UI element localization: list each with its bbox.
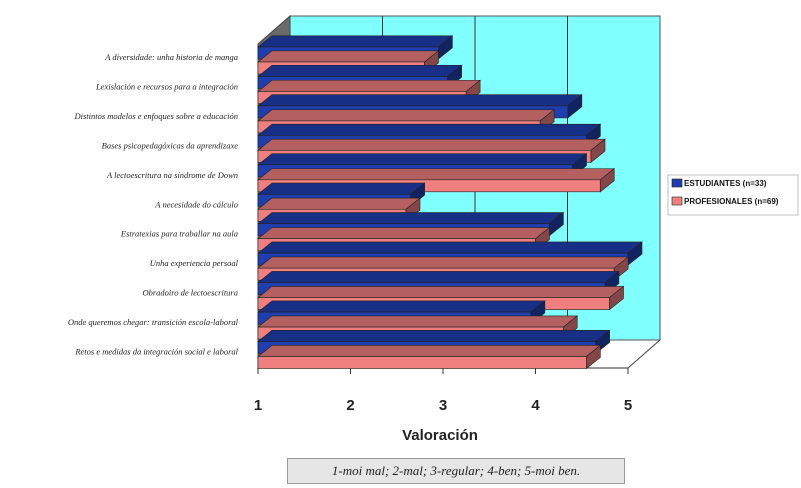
- bar-end: [609, 285, 624, 311]
- bar-top: [257, 94, 583, 107]
- category-label: Lexislación e recursos para a integració…: [95, 81, 238, 91]
- bar-top: [257, 330, 611, 342]
- legend-label: ESTUDIANTES (n=33): [684, 179, 767, 188]
- legend-swatch: [671, 196, 683, 206]
- bar-top: [257, 168, 616, 181]
- bar-top: [257, 138, 606, 151]
- category-label: Bases psicopedagóxicas da aprendizaxe: [102, 140, 239, 150]
- category-label: A diversidade: unha historia de manga: [104, 52, 238, 62]
- bars: [257, 35, 643, 370]
- bar-top: [257, 64, 463, 77]
- category-label: Distintos modelos e enfoques sobre a edu…: [73, 111, 238, 121]
- x-tick-label: 2: [346, 397, 354, 414]
- bar-top: [257, 153, 588, 166]
- x-tick-label: 4: [531, 397, 540, 414]
- legend-label: PROFESIONALES (n=69): [684, 197, 779, 206]
- bar-top: [257, 256, 629, 269]
- x-tick-label: 5: [624, 397, 632, 414]
- floor-gridline: [627, 339, 661, 369]
- legend-box: [667, 174, 799, 216]
- bar-end: [567, 94, 583, 119]
- bar-end: [590, 138, 606, 163]
- legend-swatch: [671, 178, 683, 188]
- bar-top: [257, 286, 625, 298]
- bar-end: [586, 344, 601, 370]
- bar-top: [257, 50, 440, 63]
- bar-top: [257, 345, 602, 357]
- bar-top: [257, 300, 546, 313]
- category-label: A lectoescritura na síndrome de Down: [106, 170, 238, 180]
- x-tick-label: 1: [254, 397, 262, 414]
- category-label: Estratexias para traballar na aula: [120, 229, 238, 239]
- bar-top: [257, 271, 620, 283]
- category-label: Retos e medidas da integración social e …: [74, 347, 238, 357]
- x-axis-title: Valoración: [402, 427, 478, 444]
- category-label: A necesidade do cálculo: [154, 199, 238, 209]
- bar-top: [257, 227, 551, 240]
- legend: ESTUDIANTES (n=33) PROFESIONALES (n=69): [667, 174, 799, 216]
- x-tick-label: 3: [439, 397, 447, 414]
- bar-top: [257, 182, 426, 195]
- bar-profesionales: [257, 344, 602, 370]
- category-label: Onde queremos chegar: transición escola-…: [68, 317, 239, 327]
- category-label: Obradoiro de lectoescritura: [142, 288, 238, 298]
- category-label: Unha experiencia persoal: [150, 258, 239, 268]
- bar-top: [257, 212, 565, 225]
- bar-top: [257, 109, 555, 122]
- bar-end: [599, 167, 615, 193]
- bar-front: [257, 356, 587, 369]
- bar-top: [257, 35, 454, 48]
- bar-top: [257, 123, 602, 136]
- bar-top: [257, 197, 421, 210]
- bar-top: [257, 315, 579, 328]
- x-tick-labels: 1 2 3 4 5: [254, 397, 632, 414]
- bar-top: [257, 241, 643, 254]
- bar-top: [257, 79, 481, 92]
- rating-scale-note: 1-moi mal; 2-mal; 3-regular; 4-ben; 5-mo…: [287, 458, 625, 484]
- category-labels: A diversidade: unha historia de manga Lex…: [68, 52, 239, 357]
